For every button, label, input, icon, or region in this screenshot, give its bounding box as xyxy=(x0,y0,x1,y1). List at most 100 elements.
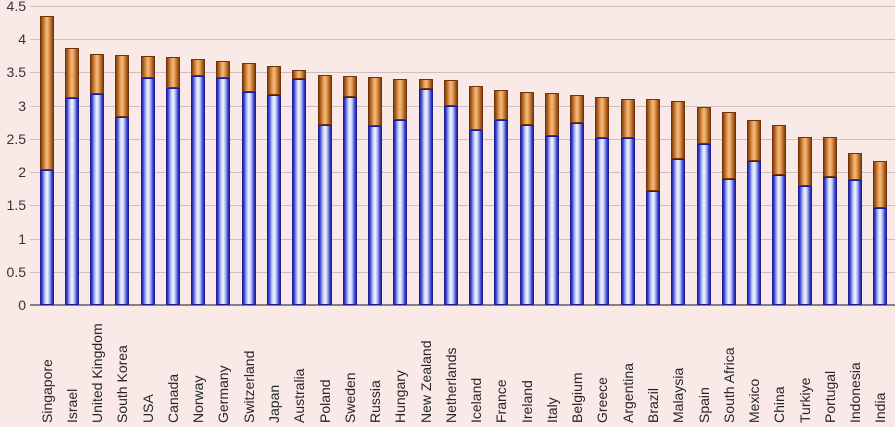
x-axis-label: Spain xyxy=(695,387,712,423)
bar-segment-blue xyxy=(292,79,307,305)
y-axis-tick-label: 3.5 xyxy=(6,64,26,81)
gridline xyxy=(30,105,895,107)
bar-segment-blue xyxy=(620,138,635,305)
bar-spain xyxy=(691,0,716,305)
bar-segment-blue xyxy=(241,92,256,305)
bar-segment-orange xyxy=(267,66,282,95)
bar-segment-orange xyxy=(140,56,155,78)
bar-segment-blue xyxy=(747,161,762,305)
bar-china xyxy=(767,0,792,305)
bar-malaysia xyxy=(666,0,691,305)
x-axis-label: Singapore xyxy=(38,359,55,423)
x-axis-label: Iceland xyxy=(468,377,485,423)
bar-series-container xyxy=(34,0,893,305)
y-axis-tick-label: 1.5 xyxy=(6,197,26,214)
bar-segment-blue xyxy=(90,94,105,305)
bar-segment-blue xyxy=(469,130,484,305)
bar-japan xyxy=(261,0,286,305)
bar-france xyxy=(489,0,514,305)
x-axis-label: USA xyxy=(139,394,156,423)
bar-segment-blue xyxy=(519,125,534,305)
bar-segment-orange xyxy=(64,48,79,98)
gridline xyxy=(30,172,895,174)
bar-netherlands xyxy=(438,0,463,305)
bar-segment-blue xyxy=(115,117,130,305)
bar-segment-blue xyxy=(165,88,180,305)
bar-segment-blue xyxy=(140,78,155,305)
x-axis-label: Brazil xyxy=(644,387,661,423)
bar-segment-blue xyxy=(646,191,660,305)
bar-israel xyxy=(59,0,84,305)
bar-segment-orange xyxy=(595,97,610,138)
y-axis-tick-label: 4 xyxy=(18,31,26,48)
bar-sweden xyxy=(337,0,362,305)
bar-segment-blue xyxy=(797,186,812,305)
x-axis-label: Canada xyxy=(164,373,181,423)
bar-united-kingdom xyxy=(85,0,110,305)
bar-belgium xyxy=(565,0,590,305)
bar-segment-blue xyxy=(696,144,711,305)
bar-argentina xyxy=(615,0,640,305)
bar-segment-blue xyxy=(570,123,585,305)
x-axis-label: Sweden xyxy=(341,372,358,423)
bar-segment-orange xyxy=(393,79,408,120)
bar-brazil xyxy=(640,0,665,305)
bar-segment-orange xyxy=(115,55,130,117)
bar-italy xyxy=(539,0,564,305)
x-axis-label: Australia xyxy=(291,368,308,423)
bar-germany xyxy=(211,0,236,305)
x-axis-label: Norway xyxy=(190,375,207,423)
y-axis-tick-label: 0 xyxy=(18,297,26,313)
x-axis-label: Portugal xyxy=(821,370,838,423)
bar-australia xyxy=(287,0,312,305)
x-axis-label: Malaysia xyxy=(670,367,687,423)
x-axis-label: Argentina xyxy=(619,363,636,423)
bar-segment-orange xyxy=(191,59,206,76)
x-axis-label: Mexico xyxy=(746,378,763,423)
bar-turkiye xyxy=(792,0,817,305)
bar-greece xyxy=(590,0,615,305)
x-axis-label: Netherlands xyxy=(442,347,459,424)
gridline xyxy=(30,39,895,41)
bar-segment-orange xyxy=(39,16,54,170)
bar-segment-orange xyxy=(721,112,736,179)
bar-segment-blue xyxy=(873,208,888,305)
bar-segment-orange xyxy=(342,76,357,97)
bar-segment-blue xyxy=(64,98,79,305)
bar-segment-blue xyxy=(39,170,54,305)
bar-segment-orange xyxy=(772,125,787,175)
bar-segment-blue xyxy=(267,95,282,305)
y-axis: 0 0.5 1 1.5 2 2.5 3 3.5 4 4.5 xyxy=(0,0,28,313)
bar-segment-blue xyxy=(721,179,736,305)
bar-segment-orange xyxy=(494,90,509,120)
bar-segment-blue xyxy=(443,106,458,305)
bar-iceland xyxy=(464,0,489,305)
bar-norway xyxy=(186,0,211,305)
x-axis-label: France xyxy=(493,379,510,423)
bar-segment-blue xyxy=(393,120,408,305)
bar-singapore xyxy=(34,0,59,305)
x-axis-label: Switzerland xyxy=(240,350,257,423)
gridline xyxy=(30,271,895,273)
gridline xyxy=(30,238,895,240)
bar-mexico xyxy=(741,0,766,305)
bar-segment-orange xyxy=(544,93,559,136)
y-axis-tick-label: 0.5 xyxy=(6,263,26,280)
bar-segment-orange xyxy=(873,161,888,208)
gridline xyxy=(30,205,895,207)
x-axis-label: Greece xyxy=(594,377,611,423)
bar-usa xyxy=(135,0,160,305)
bar-segment-orange xyxy=(418,79,433,89)
x-axis-label: Russia xyxy=(367,380,384,423)
x-axis-line xyxy=(30,304,895,306)
bar-india xyxy=(868,0,893,305)
bar-segment-orange xyxy=(443,80,458,106)
x-axis-label: China xyxy=(771,386,788,423)
bar-poland xyxy=(312,0,337,305)
bar-switzerland xyxy=(236,0,261,305)
bar-new-zealand xyxy=(413,0,438,305)
plot-area xyxy=(30,6,895,306)
bar-segment-orange xyxy=(165,57,180,88)
bar-ireland xyxy=(514,0,539,305)
y-axis-tick-label: 3 xyxy=(18,97,26,114)
